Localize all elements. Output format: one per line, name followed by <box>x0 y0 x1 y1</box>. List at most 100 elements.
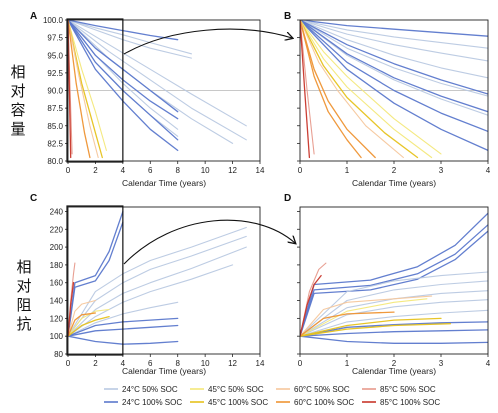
x-tick-label: 4 <box>121 166 126 175</box>
x-tick-label: 14 <box>256 359 265 368</box>
ylabel-bottom-char: 抗 <box>16 315 31 333</box>
series-line <box>300 20 488 116</box>
series-line <box>300 329 488 337</box>
legend-label: 24°C 50% SOC <box>122 385 178 394</box>
x-tick-label: 1 <box>345 166 350 175</box>
series-line <box>300 335 488 344</box>
legend-item: 24°C 100% SOC <box>104 398 182 407</box>
series-line <box>300 20 488 79</box>
y-tick-label: 95.0 <box>47 51 63 60</box>
y-tick-label: 180 <box>50 261 64 270</box>
series-line <box>68 226 247 337</box>
x-tick-label: 0 <box>298 166 303 175</box>
series-line <box>68 20 91 159</box>
series-line <box>68 20 247 127</box>
panel-letter: D <box>284 193 291 204</box>
series-line <box>68 20 103 159</box>
series-line <box>300 230 488 337</box>
series-line <box>68 210 124 337</box>
series-line <box>300 323 452 337</box>
legend-label: 45°C 50% SOC <box>208 385 264 394</box>
series-group <box>300 20 488 159</box>
x-tick-label: 0 <box>298 359 303 368</box>
zoom-box <box>66 205 124 356</box>
series-line <box>300 20 488 49</box>
x-tick-label: 12 <box>228 166 237 175</box>
x-tick-label: 4 <box>486 166 491 175</box>
x-tick-label: 1 <box>345 359 350 368</box>
legend-item: 45°C 100% SOC <box>190 398 268 407</box>
series-line <box>300 20 433 159</box>
series-line <box>68 221 124 337</box>
ylabel-top-char: 容 <box>10 101 25 119</box>
legend-item: 85°C 50% SOC <box>362 385 436 394</box>
series-line <box>300 20 419 159</box>
x-tick-label: 10 <box>201 166 210 175</box>
x-tick-label: 2 <box>93 359 98 368</box>
series-line <box>300 20 488 152</box>
series-line <box>300 20 376 159</box>
x-tick-label: 0 <box>66 359 71 368</box>
legend-item: 24°C 50% SOC <box>104 385 178 394</box>
series-line <box>300 280 488 337</box>
y-tick-label: 85.0 <box>47 122 63 131</box>
series-line <box>68 20 247 141</box>
x-tick-label: 4 <box>486 359 491 368</box>
series-group <box>68 20 247 159</box>
y-tick-label: 97.5 <box>47 34 63 43</box>
series-line <box>300 20 488 97</box>
ylabel-bottom-char: 阻 <box>16 296 31 314</box>
series-line <box>68 312 97 337</box>
series-line <box>300 20 311 159</box>
legend-item: 85°C 100% SOC <box>362 398 440 407</box>
y-axis-label-impedance: 相 对 阻 抗 <box>16 258 31 333</box>
legend-item: 60°C 100% SOC <box>276 398 354 407</box>
series-line <box>68 264 234 337</box>
panel-letter: C <box>30 193 37 204</box>
series-line <box>300 20 315 155</box>
series-line <box>68 20 72 159</box>
series-line <box>68 20 99 159</box>
x-tick-label: 12 <box>228 359 237 368</box>
series-line <box>300 299 488 337</box>
series-line <box>300 20 488 133</box>
legend-label: 85°C 50% SOC <box>380 385 436 394</box>
y-tick-label: 220 <box>50 225 64 234</box>
y-tick-label: 240 <box>50 207 64 216</box>
series-line <box>300 20 488 113</box>
x-axis-label: Calendar Time (years) <box>352 178 436 188</box>
legend-label: 60°C 100% SOC <box>294 398 354 407</box>
series-line <box>68 235 247 337</box>
series-line <box>68 282 75 337</box>
ylabel-top-char: 量 <box>10 120 25 138</box>
y-tick-label: 92.5 <box>47 69 63 78</box>
series-line <box>300 20 362 159</box>
series-line <box>300 224 488 337</box>
y-tick-label: 160 <box>50 279 64 288</box>
series-line <box>300 271 488 337</box>
x-tick-label: 6 <box>148 359 153 368</box>
plot-frame <box>67 206 261 355</box>
series-line <box>68 20 107 151</box>
series-line <box>300 309 488 337</box>
ylabel-top-char: 相 <box>10 63 25 81</box>
x-tick-label: 3 <box>439 359 444 368</box>
panel-a: A 0 2 4 6 8 10 12 14 80.0 82.5 85.0 87.5 90.0 92.5 95.0… <box>30 11 265 188</box>
y-tick-label: 82.5 <box>47 139 63 148</box>
zoom-arrow-top <box>123 28 292 55</box>
series-line <box>300 20 442 155</box>
legend-label: 45°C 100% SOC <box>208 398 268 407</box>
legend-label: 24°C 100% SOC <box>122 398 182 407</box>
series-line <box>300 317 442 337</box>
y-tick-label: 140 <box>50 297 64 306</box>
series-line <box>300 295 433 337</box>
x-tick-label: 2 <box>392 359 397 368</box>
series-group <box>68 210 247 345</box>
x-tick-label: 10 <box>201 359 210 368</box>
x-tick-label: 8 <box>175 359 180 368</box>
y-tick-label: 90.0 <box>47 87 63 96</box>
y-tick-label: 120 <box>50 314 64 323</box>
zoom-box <box>66 18 124 163</box>
x-tick-label: 8 <box>175 166 180 175</box>
